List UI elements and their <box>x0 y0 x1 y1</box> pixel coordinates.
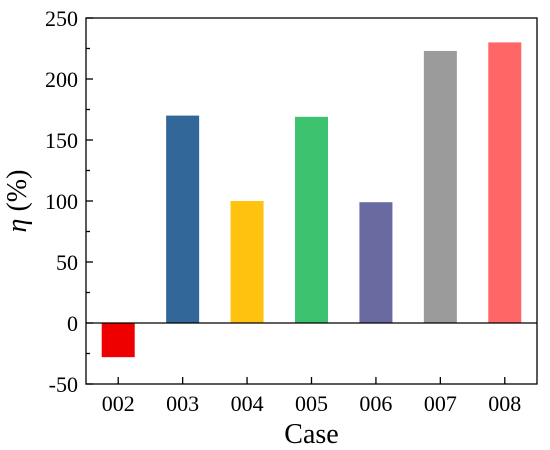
y-tick-label: 150 <box>45 128 78 153</box>
y-tick-label: 0 <box>67 311 78 336</box>
y-axis-symbol: η <box>2 219 33 233</box>
bar-007 <box>423 50 457 323</box>
bar-003 <box>166 115 200 323</box>
x-axis: 002 003 004 005 006 007 008 <box>102 377 521 416</box>
bar-006 <box>359 202 393 323</box>
y-tick-label: 100 <box>45 189 78 214</box>
y-tick-label: 200 <box>45 67 78 92</box>
bar-005 <box>295 116 328 323</box>
y-axis-title: η (%) <box>2 170 33 233</box>
x-tick-label: 008 <box>488 391 521 416</box>
y-tick-label: 50 <box>56 250 78 275</box>
y-tick-label: -50 <box>49 372 78 397</box>
x-tick-label: 004 <box>231 391 264 416</box>
x-tick-label: 006 <box>359 391 392 416</box>
y-axis: -50 0 50 100 150 200 250 <box>45 6 93 397</box>
x-tick-label: 005 <box>295 391 328 416</box>
bar-004 <box>230 201 264 323</box>
y-axis-unit: (%) <box>2 170 33 219</box>
bar-008 <box>488 42 522 324</box>
bars-group <box>101 42 522 358</box>
y-tick-label: 250 <box>45 6 78 31</box>
x-tick-label: 002 <box>102 391 135 416</box>
x-tick-label: 003 <box>166 391 199 416</box>
x-axis-title: Case <box>284 419 338 450</box>
x-tick-label: 007 <box>424 391 457 416</box>
bar-002 <box>101 323 135 358</box>
